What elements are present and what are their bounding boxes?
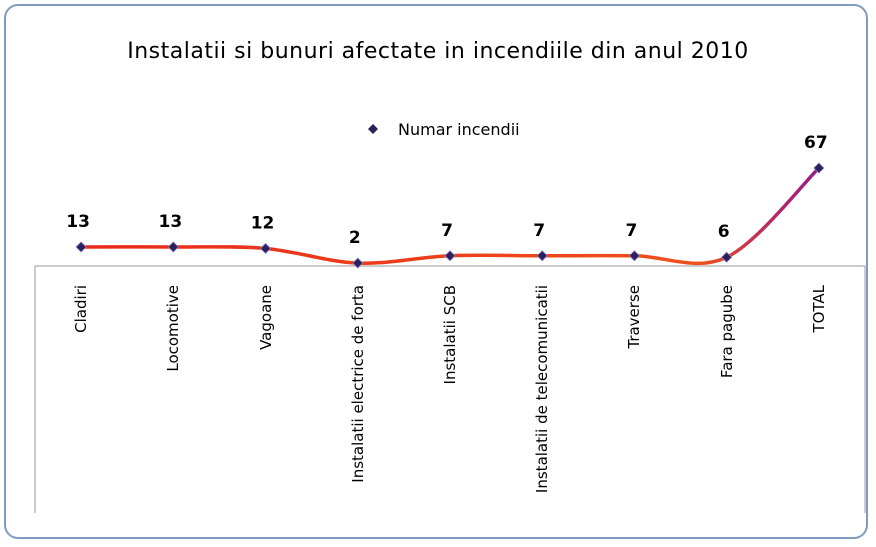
data-point	[75, 241, 87, 253]
data-point	[352, 257, 364, 269]
data-point	[167, 241, 179, 253]
data-label: 6	[718, 222, 730, 242]
x-tick-label: Cladiri	[71, 285, 90, 333]
x-tick-label: Fara pagube	[717, 285, 736, 379]
x-tick-label: Instalatii de telecomunicatii	[532, 285, 551, 494]
legend-marker	[368, 124, 378, 134]
data-point	[259, 242, 272, 255]
data-label: 13	[158, 212, 182, 232]
data-point	[536, 250, 548, 262]
data-label: 13	[66, 212, 90, 232]
data-point	[628, 250, 641, 262]
data-point	[721, 251, 733, 263]
data-label: 7	[441, 221, 453, 241]
x-tick-label: Instalatii electrice de forta	[348, 285, 367, 483]
legend-label: Numar incendii	[398, 120, 520, 139]
data-label: 7	[626, 221, 638, 241]
x-tick-label: Vagoane	[256, 285, 275, 350]
chart-frame	[4, 4, 868, 539]
x-tick-label: Locomotive	[163, 285, 182, 372]
data-label: 7	[533, 221, 545, 241]
x-tick-label: Traverse	[624, 285, 643, 349]
data-point	[813, 162, 825, 174]
data-label: 67	[804, 133, 828, 153]
x-tick-label: TOTAL	[809, 285, 828, 333]
chart-title: Instalatii si bunuri afectate in incendi…	[127, 39, 749, 64]
series-line	[81, 166, 821, 266]
x-tick-label: Instalatii SCB	[440, 285, 459, 385]
data-label: 12	[251, 213, 275, 233]
data-point	[444, 250, 456, 262]
data-label: 2	[349, 228, 361, 248]
